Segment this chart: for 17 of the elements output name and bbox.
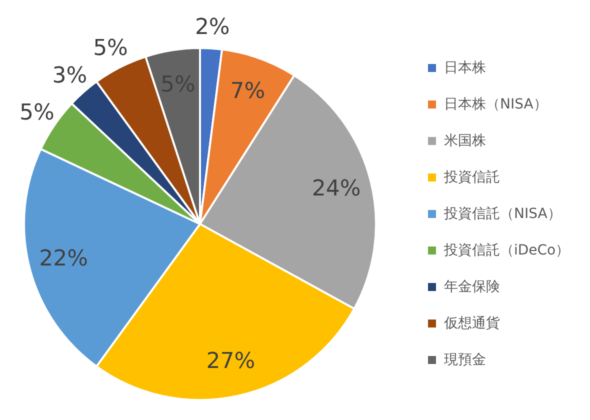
legend-label: 現預金	[444, 352, 486, 368]
legend-label: 日本株（NISA）	[444, 96, 548, 112]
legend-label: 米国株	[444, 133, 486, 149]
data-label: 22%	[39, 246, 88, 272]
data-label: 3%	[52, 64, 88, 89]
data-label: 24%	[312, 176, 361, 202]
data-label: 5%	[20, 100, 54, 126]
legend-label: 投資信託（iDeCo）	[443, 242, 570, 258]
legend-label: 年金保険	[444, 279, 500, 295]
data-label: 7%	[230, 79, 266, 104]
data-label: 27%	[206, 348, 256, 374]
legend-label: 日本株	[444, 60, 486, 76]
legend-label: 仮想通貨	[443, 316, 500, 332]
data-label: 5%	[93, 36, 128, 61]
data-label: 2%	[194, 14, 230, 40]
legend-label: 投資信託	[443, 170, 500, 186]
legend-label: 投資信託（NISA）	[443, 206, 562, 222]
